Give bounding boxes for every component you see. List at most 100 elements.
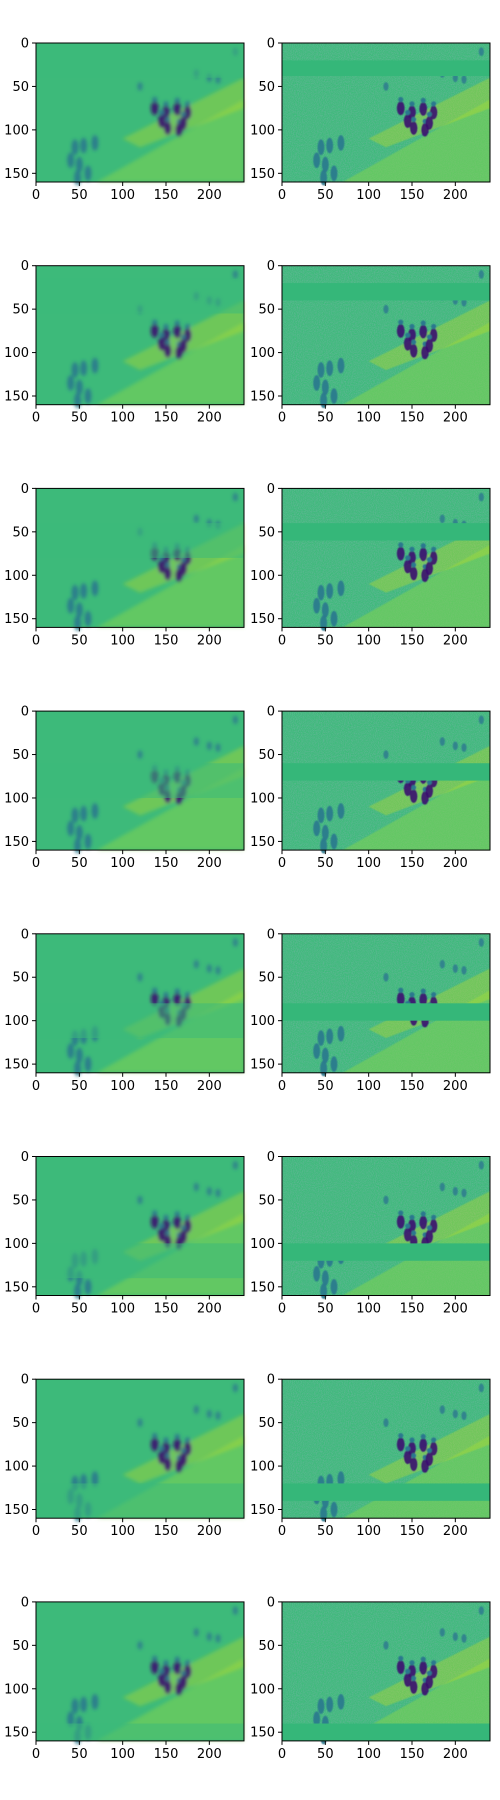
panel-r8-left: 0 50 100 150 200 0 50 100 150 (4, 1595, 245, 1762)
x-tick-label: 100 (356, 633, 381, 648)
panel-r7-left: 0 50 100 150 200 0 50 100 150 (4, 1373, 245, 1539)
x-tick-label: 0 (32, 188, 40, 203)
flat-band (282, 1723, 490, 1741)
x-tick-label: 200 (197, 411, 222, 426)
y-tick-label: 50 (12, 971, 29, 986)
x-tick-label: 150 (154, 1747, 179, 1762)
x-tick-label: 50 (71, 411, 88, 426)
y-tick-label: 100 (4, 1460, 29, 1475)
x-tick-label: 200 (443, 856, 468, 871)
x-tick-label: 50 (71, 188, 88, 203)
y-tick-label: 50 (12, 748, 29, 763)
flat-band (282, 1483, 490, 1501)
y-tick-label: 0 (267, 482, 275, 497)
blur-band (36, 763, 244, 798)
x-tick-label: 100 (356, 411, 381, 426)
panel-frame (35, 265, 245, 406)
y-tick-label: 50 (258, 971, 275, 986)
x-tick-label: 200 (197, 633, 222, 648)
x-tick-label: 200 (443, 411, 468, 426)
x-tick-label: 150 (154, 1302, 179, 1317)
y-tick-label: 100 (4, 1014, 29, 1029)
y-tick-label: 100 (4, 346, 29, 361)
x-tick-label: 200 (197, 1524, 222, 1539)
y-tick-label: 0 (21, 705, 29, 720)
y-tick-label: 0 (21, 259, 29, 274)
panel-r5-left: 0 50 100 150 200 0 50 100 150 (4, 927, 245, 1094)
y-tick-label: 100 (250, 569, 275, 584)
y-tick-label: 0 (21, 37, 29, 52)
x-tick-label: 50 (317, 1079, 334, 1094)
y-tick-label: 0 (267, 1150, 275, 1165)
x-tick-label: 50 (71, 856, 88, 871)
x-tick-label: 50 (71, 633, 88, 648)
y-tick-label: 150 (4, 1280, 29, 1295)
y-tick-label: 0 (267, 705, 275, 720)
x-tick-label: 50 (71, 1302, 88, 1317)
y-tick-label: 150 (4, 1503, 29, 1518)
x-tick-label: 0 (32, 1747, 40, 1762)
x-tick-label: 100 (356, 1524, 381, 1539)
x-tick-label: 0 (278, 1524, 286, 1539)
y-tick-label: 0 (21, 1373, 29, 1388)
flat-band (282, 283, 490, 301)
y-tick-label: 100 (250, 346, 275, 361)
panel-r8-right: 0 50 100 150 200 0 50 100 150 (250, 1595, 491, 1762)
x-tick-label: 150 (154, 188, 179, 203)
x-tick-label: 100 (110, 188, 135, 203)
x-tick-label: 150 (400, 633, 425, 648)
x-tick-label: 100 (110, 633, 135, 648)
panel-frame (281, 710, 491, 851)
blur-band (36, 523, 244, 558)
x-tick-label: 0 (278, 411, 286, 426)
y-tick-label: 50 (258, 80, 275, 95)
y-tick-label: 100 (4, 1682, 29, 1697)
x-tick-label: 150 (154, 411, 179, 426)
y-tick-label: 0 (21, 927, 29, 942)
panel-frame (281, 1601, 491, 1742)
x-tick-label: 0 (32, 856, 40, 871)
y-tick-label: 150 (250, 1503, 275, 1518)
x-tick-label: 100 (110, 1524, 135, 1539)
x-tick-label: 150 (400, 411, 425, 426)
x-tick-label: 100 (356, 1747, 381, 1762)
panel-r3-right: 0 50 100 150 200 0 50 100 150 (250, 482, 491, 648)
x-tick-label: 0 (278, 633, 286, 648)
x-tick-label: 150 (154, 856, 179, 871)
x-tick-label: 200 (443, 188, 468, 203)
flat-band (282, 60, 490, 77)
x-tick-label: 0 (278, 856, 286, 871)
x-tick-label: 200 (443, 1302, 468, 1317)
y-tick-label: 0 (267, 927, 275, 942)
x-tick-label: 100 (110, 856, 135, 871)
x-tick-label: 100 (110, 411, 135, 426)
panel-r2-left: 0 50 100 150 200 0 50 100 150 (4, 259, 245, 426)
x-tick-label: 50 (71, 1524, 88, 1539)
panel-r6-right: 0 50 100 150 200 0 50 100 150 (250, 1150, 491, 1317)
y-tick-label: 150 (4, 612, 29, 627)
panel-r4-right: 0 50 100 150 200 0 50 100 150 (250, 705, 491, 871)
x-tick-label: 200 (443, 1747, 468, 1762)
y-tick-label: 150 (250, 612, 275, 627)
y-tick-label: 100 (250, 1014, 275, 1029)
x-tick-label: 200 (443, 1079, 468, 1094)
panel-r3-left: 0 50 100 150 200 0 50 100 150 (4, 482, 245, 648)
y-tick-label: 0 (267, 1595, 275, 1610)
flat-band (282, 1243, 490, 1261)
x-tick-label: 100 (356, 188, 381, 203)
x-tick-label: 50 (71, 1747, 88, 1762)
flat-band (282, 1003, 490, 1021)
x-tick-label: 100 (110, 1747, 135, 1762)
x-tick-label: 150 (400, 1524, 425, 1539)
panel-frame (35, 487, 245, 628)
panel-r2-right: 0 50 100 150 200 0 50 100 150 (250, 259, 491, 426)
y-tick-label: 100 (250, 1682, 275, 1697)
y-tick-label: 150 (250, 390, 275, 405)
y-tick-label: 100 (250, 1460, 275, 1475)
y-tick-label: 0 (267, 37, 275, 52)
y-tick-label: 100 (250, 123, 275, 138)
y-tick-label: 50 (12, 1416, 29, 1431)
flat-band (282, 763, 490, 781)
x-tick-label: 200 (197, 856, 222, 871)
